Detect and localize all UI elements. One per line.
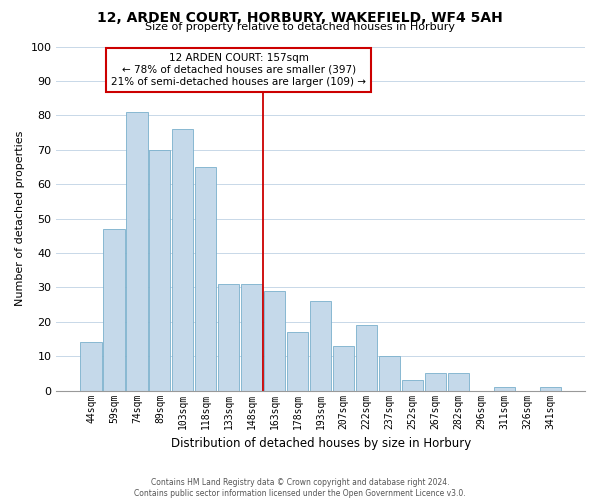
- Bar: [172, 129, 193, 390]
- Bar: [402, 380, 423, 390]
- Bar: [103, 229, 125, 390]
- Bar: [264, 291, 286, 390]
- X-axis label: Distribution of detached houses by size in Horbury: Distribution of detached houses by size …: [170, 437, 471, 450]
- Text: Size of property relative to detached houses in Horbury: Size of property relative to detached ho…: [145, 22, 455, 32]
- Bar: [195, 167, 217, 390]
- Bar: [356, 326, 377, 390]
- Bar: [80, 342, 101, 390]
- Bar: [241, 284, 262, 391]
- Bar: [127, 112, 148, 390]
- Text: Contains HM Land Registry data © Crown copyright and database right 2024.
Contai: Contains HM Land Registry data © Crown c…: [134, 478, 466, 498]
- Y-axis label: Number of detached properties: Number of detached properties: [15, 131, 25, 306]
- Text: 12, ARDEN COURT, HORBURY, WAKEFIELD, WF4 5AH: 12, ARDEN COURT, HORBURY, WAKEFIELD, WF4…: [97, 11, 503, 25]
- Bar: [218, 284, 239, 391]
- Bar: [149, 150, 170, 390]
- Bar: [287, 332, 308, 390]
- Bar: [540, 387, 561, 390]
- Text: 12 ARDEN COURT: 157sqm
← 78% of detached houses are smaller (397)
21% of semi-de: 12 ARDEN COURT: 157sqm ← 78% of detached…: [111, 54, 366, 86]
- Bar: [425, 374, 446, 390]
- Bar: [379, 356, 400, 390]
- Bar: [333, 346, 354, 391]
- Bar: [494, 387, 515, 390]
- Bar: [310, 301, 331, 390]
- Bar: [448, 374, 469, 390]
